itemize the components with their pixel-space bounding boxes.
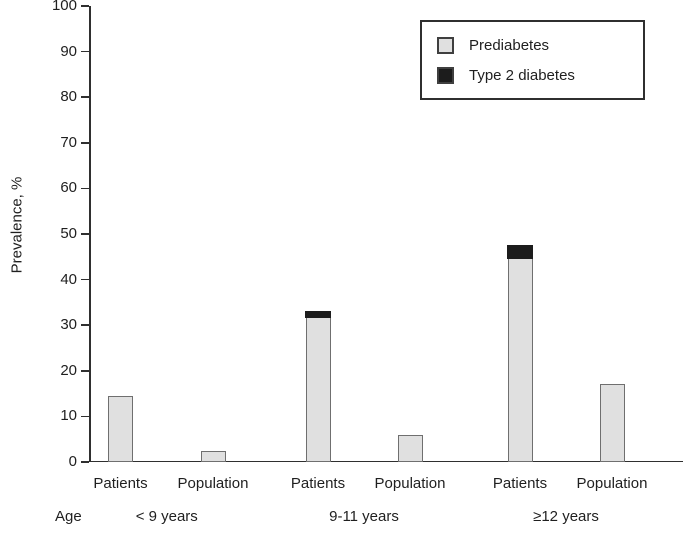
y-axis-tick-label: 90 xyxy=(60,42,77,60)
bar-population-1 xyxy=(200,450,226,462)
y-axis-tick-label: 60 xyxy=(60,179,77,197)
y-axis-tick-label: 50 xyxy=(60,225,77,242)
x-axis-category-label: Population xyxy=(177,475,249,492)
y-axis-title: Prevalence, % xyxy=(8,176,26,274)
bar-population-5 xyxy=(599,384,625,462)
y-axis-tick xyxy=(81,324,89,326)
y-axis-tick xyxy=(81,233,89,235)
y-axis-tick-label: 100 xyxy=(51,0,77,14)
age-group-label: ≥12 years xyxy=(533,508,599,525)
bar-population-3 xyxy=(397,434,423,462)
y-axis-tick xyxy=(81,278,89,281)
legend-label-type2-diabetes: Type 2 diabetes xyxy=(469,66,575,84)
x-axis-title: Age xyxy=(55,508,82,525)
prediabetes-swatch-icon xyxy=(437,36,454,54)
y-axis-tick xyxy=(81,461,89,463)
type2-diabetes-swatch-icon xyxy=(437,66,454,84)
y-axis-tick-label: 30 xyxy=(60,316,77,334)
y-axis-tick-label: 40 xyxy=(60,270,77,288)
bar-patients-4 xyxy=(507,244,533,462)
bar-patients-2 xyxy=(305,311,331,462)
age-group-label: 9-11 years xyxy=(329,508,399,525)
y-axis-tick-label: 10 xyxy=(60,407,77,425)
y-axis-tick-label: 0 xyxy=(68,453,77,470)
y-axis-tick-label: 70 xyxy=(60,133,77,151)
legend-item-prediabetes: Prediabetes xyxy=(437,36,643,54)
y-axis-tick xyxy=(81,187,89,190)
y-axis-tick xyxy=(81,415,89,418)
legend-label-prediabetes: Prediabetes xyxy=(469,36,550,54)
y-axis-tick-label: 20 xyxy=(60,361,77,379)
age-group-label: < 9 years xyxy=(135,508,198,525)
type2-diabetes-segment xyxy=(305,311,331,318)
y-axis-tick xyxy=(81,96,89,98)
x-axis-category-label: Patients xyxy=(290,475,346,492)
x-axis-category-label: Patients xyxy=(93,475,148,492)
x-axis-category-label: Patients xyxy=(492,475,548,492)
x-axis-category-label: Population xyxy=(576,475,648,492)
x-axis-category-label: Population xyxy=(374,475,446,492)
y-axis-tick xyxy=(81,142,89,144)
legend-item-type2-diabetes: Type 2 diabetes xyxy=(437,66,643,84)
bar-patients-0 xyxy=(108,395,133,462)
x-axis-line xyxy=(89,460,683,462)
y-axis-tick-label: 80 xyxy=(60,88,77,106)
y-axis-tick xyxy=(81,370,89,372)
legend: Prediabetes Type 2 diabetes xyxy=(420,20,645,100)
y-axis-tick xyxy=(81,5,89,7)
y-axis-line xyxy=(89,6,91,462)
y-axis-tick xyxy=(81,50,89,53)
type2-diabetes-segment xyxy=(507,244,533,259)
